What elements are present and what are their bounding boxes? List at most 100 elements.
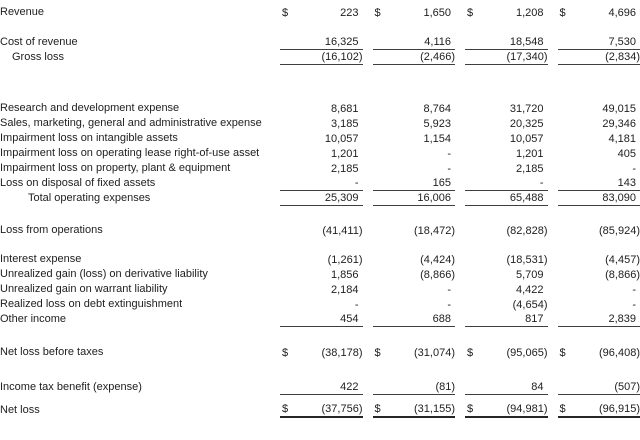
currency-symbol: $ [282, 7, 289, 19]
currency-symbol: $ [467, 347, 474, 359]
value-cell: $1,650 [363, 5, 456, 20]
value-cell: (18,472) [363, 223, 455, 238]
value-cell: 2,184 [270, 282, 363, 297]
value-cell: 10,057 [270, 131, 363, 146]
value-cell: (2,834) [548, 50, 640, 65]
table-row: Total operating expenses 25,309 16,006 65,4… [0, 191, 640, 206]
row-label: Income tax benefit (expense) [0, 381, 142, 393]
cell-value: 4,696 [608, 7, 636, 19]
currency-symbol: $ [374, 7, 381, 19]
value-cell: 16,325 [270, 35, 363, 50]
row-label: Impairment loss on property, plant & equ… [0, 162, 231, 174]
cell-value: 16,325 [324, 36, 359, 48]
value-cell: 18,548 [455, 35, 548, 50]
cell-value: (37,756) [321, 403, 363, 415]
cell-value: 83,090 [602, 192, 636, 204]
cell-value: 3,185 [330, 118, 359, 130]
value-cell: - [548, 297, 640, 312]
cell-value: - [632, 299, 636, 311]
cell-value: 5,923 [423, 118, 451, 130]
cell-value: (94,981) [506, 403, 548, 415]
value-cell: (8,866) [363, 267, 455, 282]
row-spacer [0, 206, 640, 223]
cell-value: 1,856 [330, 269, 359, 281]
table-row: Net loss before taxes $ (38,178) $ (31,074) $… [0, 345, 640, 360]
cell-value: (81) [435, 381, 455, 393]
cell-value: (4,457) [605, 254, 640, 266]
currency-symbol: $ [374, 403, 381, 415]
value-cell: (85,924) [548, 223, 640, 238]
cell-value: 1,650 [423, 7, 451, 19]
cell-value: 84 [531, 381, 544, 393]
table-row: Other income 454 688 817 2,839 [0, 312, 640, 327]
cell-value: 817 [525, 313, 544, 325]
table-row: Cost of revenue 16,325 4,116 18,548 7,530 [0, 35, 640, 50]
cell-value: (31,074) [414, 347, 455, 359]
value-cell: $ (96,915) [548, 403, 640, 418]
cell-value: (96,408) [599, 347, 640, 359]
value-cell: 84 [455, 380, 548, 395]
table-row: Impairment loss on operating lease right… [0, 146, 640, 161]
table-row: Realized loss on debt extinguishment - - (4… [0, 297, 640, 312]
value-cell: 4,181 [548, 131, 640, 146]
cell-value: 7,530 [608, 36, 636, 48]
value-cell: $223 [270, 5, 363, 20]
row-spacer [0, 360, 640, 380]
row-label: Interest expense [0, 253, 82, 265]
row-spacer [0, 20, 640, 35]
value-cell: 16,006 [363, 191, 455, 206]
row-label: Net loss [0, 404, 40, 416]
value-cell: 3,185 [270, 116, 363, 131]
cell-value: 2,184 [330, 284, 359, 296]
value-cell: 25,309 [270, 191, 363, 206]
cell-value: 49,015 [602, 103, 636, 115]
row-label: Cost of revenue [0, 36, 78, 48]
row-label: Impairment loss on intangible assets [0, 132, 178, 144]
value-cell: 65,488 [455, 191, 548, 206]
table-row: Unrealized gain on warrant liability 2,18… [0, 282, 640, 297]
cell-value: - [447, 299, 451, 311]
cell-value: (8,866) [420, 269, 455, 281]
value-cell: (82,828) [455, 223, 548, 238]
value-cell: (16,102) [270, 50, 363, 65]
cell-value: (4,654) [512, 299, 548, 311]
cell-value: 1,201 [330, 148, 359, 160]
table-row: Unrealized gain (loss) on derivative lia… [0, 267, 640, 282]
currency-symbol: $ [282, 347, 289, 359]
cell-value: 8,681 [330, 103, 359, 115]
cell-value: (4,424) [420, 254, 455, 266]
cell-value: 165 [432, 177, 451, 189]
cell-value: (85,924) [599, 225, 640, 237]
value-cell: - [270, 297, 363, 312]
cell-value: 10,057 [509, 133, 544, 145]
cell-value: 223 [340, 7, 359, 19]
cell-value: - [539, 177, 544, 189]
cell-value: 25,309 [324, 192, 359, 204]
cell-value: 4,181 [608, 133, 636, 145]
row-label: Gross loss [12, 51, 64, 63]
value-cell: - [455, 176, 548, 191]
row-spacer [0, 65, 640, 101]
cell-value: (38,178) [321, 347, 363, 359]
value-cell: 1,201 [455, 146, 548, 161]
row-label: Loss from operations [0, 224, 103, 236]
value-cell: $ (31,155) [363, 403, 455, 418]
value-cell: (4,654) [455, 297, 548, 312]
value-cell: 7,530 [548, 35, 640, 50]
row-spacer [0, 238, 640, 252]
value-cell: $ (95,065) [455, 345, 548, 360]
cell-value: - [354, 299, 359, 311]
row-label: Impairment loss on operating lease right… [0, 147, 260, 159]
value-cell: - [363, 297, 456, 312]
table-row: Interest expense (1,261) (4,424) (18,531) (4… [0, 252, 640, 267]
cell-value: (96,915) [599, 403, 640, 415]
value-cell: (2,466) [363, 50, 455, 65]
cell-value: 405 [617, 148, 636, 160]
currency-symbol: $ [559, 403, 566, 415]
value-cell: 165 [363, 176, 455, 191]
value-cell: 454 [270, 312, 363, 327]
value-cell: 2,185 [270, 161, 363, 176]
value-cell: 49,015 [548, 101, 640, 116]
row-label: Total operating expenses [28, 192, 151, 204]
value-cell: - [548, 161, 640, 176]
